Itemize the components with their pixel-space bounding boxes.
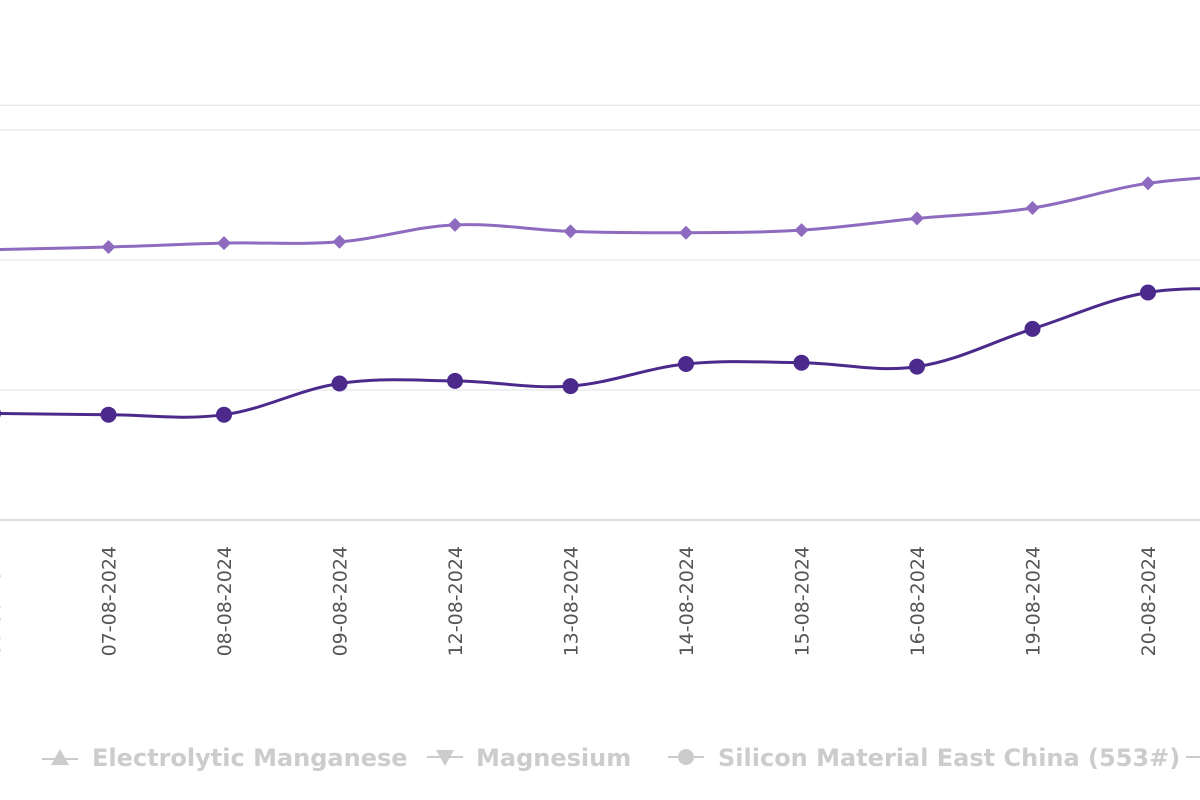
x-tick-label: 19-08-2024 xyxy=(1023,546,1045,656)
diamond-point[interactable] xyxy=(1025,201,1040,215)
x-tick-label: 16-08-2024 xyxy=(907,546,929,656)
x-tick-label: 07-08-2024 xyxy=(99,546,121,656)
legend-item-electrolytic-manganese[interactable]: Electrolytic Manganese xyxy=(42,744,408,772)
circle-point[interactable] xyxy=(793,354,810,371)
diamond-point[interactable] xyxy=(910,211,924,226)
legend[interactable]: Electrolytic Manganese Magnesium Silicon… xyxy=(42,744,1200,772)
circle-point[interactable] xyxy=(1140,284,1156,301)
circle-point[interactable] xyxy=(678,356,694,372)
circle-point[interactable] xyxy=(0,405,1,421)
triangle-up-marker-icon xyxy=(51,749,69,765)
series-2[interactable] xyxy=(0,282,1200,423)
triangle-down-marker-icon xyxy=(436,750,454,766)
diamond-point[interactable] xyxy=(794,223,809,238)
plot-area xyxy=(0,167,1200,423)
x-tick-label: 12-08-2024 xyxy=(445,546,467,656)
circle-marker-icon xyxy=(678,749,694,765)
series-line xyxy=(0,176,1200,251)
series-1[interactable] xyxy=(0,167,1200,256)
circle-point[interactable] xyxy=(100,406,117,423)
circle-point[interactable] xyxy=(562,378,579,395)
x-tick-label: 09-08-2024 xyxy=(330,546,352,656)
x-tick-label: 20-08-2024 xyxy=(1138,546,1160,656)
series-line xyxy=(0,287,1200,419)
diamond-point[interactable] xyxy=(679,225,693,240)
legend-label: Magnesium xyxy=(476,744,631,772)
circle-point[interactable] xyxy=(216,406,232,423)
diamond-point[interactable] xyxy=(1141,176,1155,191)
x-tick-label: 15-08-2024 xyxy=(792,546,814,656)
x-tick-label: 06-08-2024 xyxy=(0,546,5,656)
diamond-point[interactable] xyxy=(448,217,462,232)
legend-label: Silicon Material East China (553#) xyxy=(718,744,1180,772)
grid-lines xyxy=(0,104,1200,521)
x-axis-tick-labels: 06-08-2024 07-08-2024 08-08-2024 09-08-2024… xyxy=(0,546,1160,656)
x-tick-label: 08-08-2024 xyxy=(214,546,236,656)
diamond-point[interactable] xyxy=(101,240,116,254)
circle-point[interactable] xyxy=(331,375,348,392)
x-tick-label: 13-08-2024 xyxy=(561,546,583,656)
legend-item-magnesium[interactable]: Magnesium xyxy=(427,744,631,772)
diamond-point[interactable] xyxy=(217,236,231,251)
circle-point[interactable] xyxy=(447,372,463,389)
diamond-point[interactable] xyxy=(332,234,347,249)
legend-item-silicon-material[interactable]: Silicon Material East China (553#) xyxy=(668,744,1180,772)
circle-point[interactable] xyxy=(909,358,925,375)
x-tick-label: 14-08-2024 xyxy=(676,546,698,656)
legend-label: Electrolytic Manganese xyxy=(92,744,408,772)
diamond-point[interactable] xyxy=(563,224,578,239)
circle-point[interactable] xyxy=(1024,320,1041,337)
